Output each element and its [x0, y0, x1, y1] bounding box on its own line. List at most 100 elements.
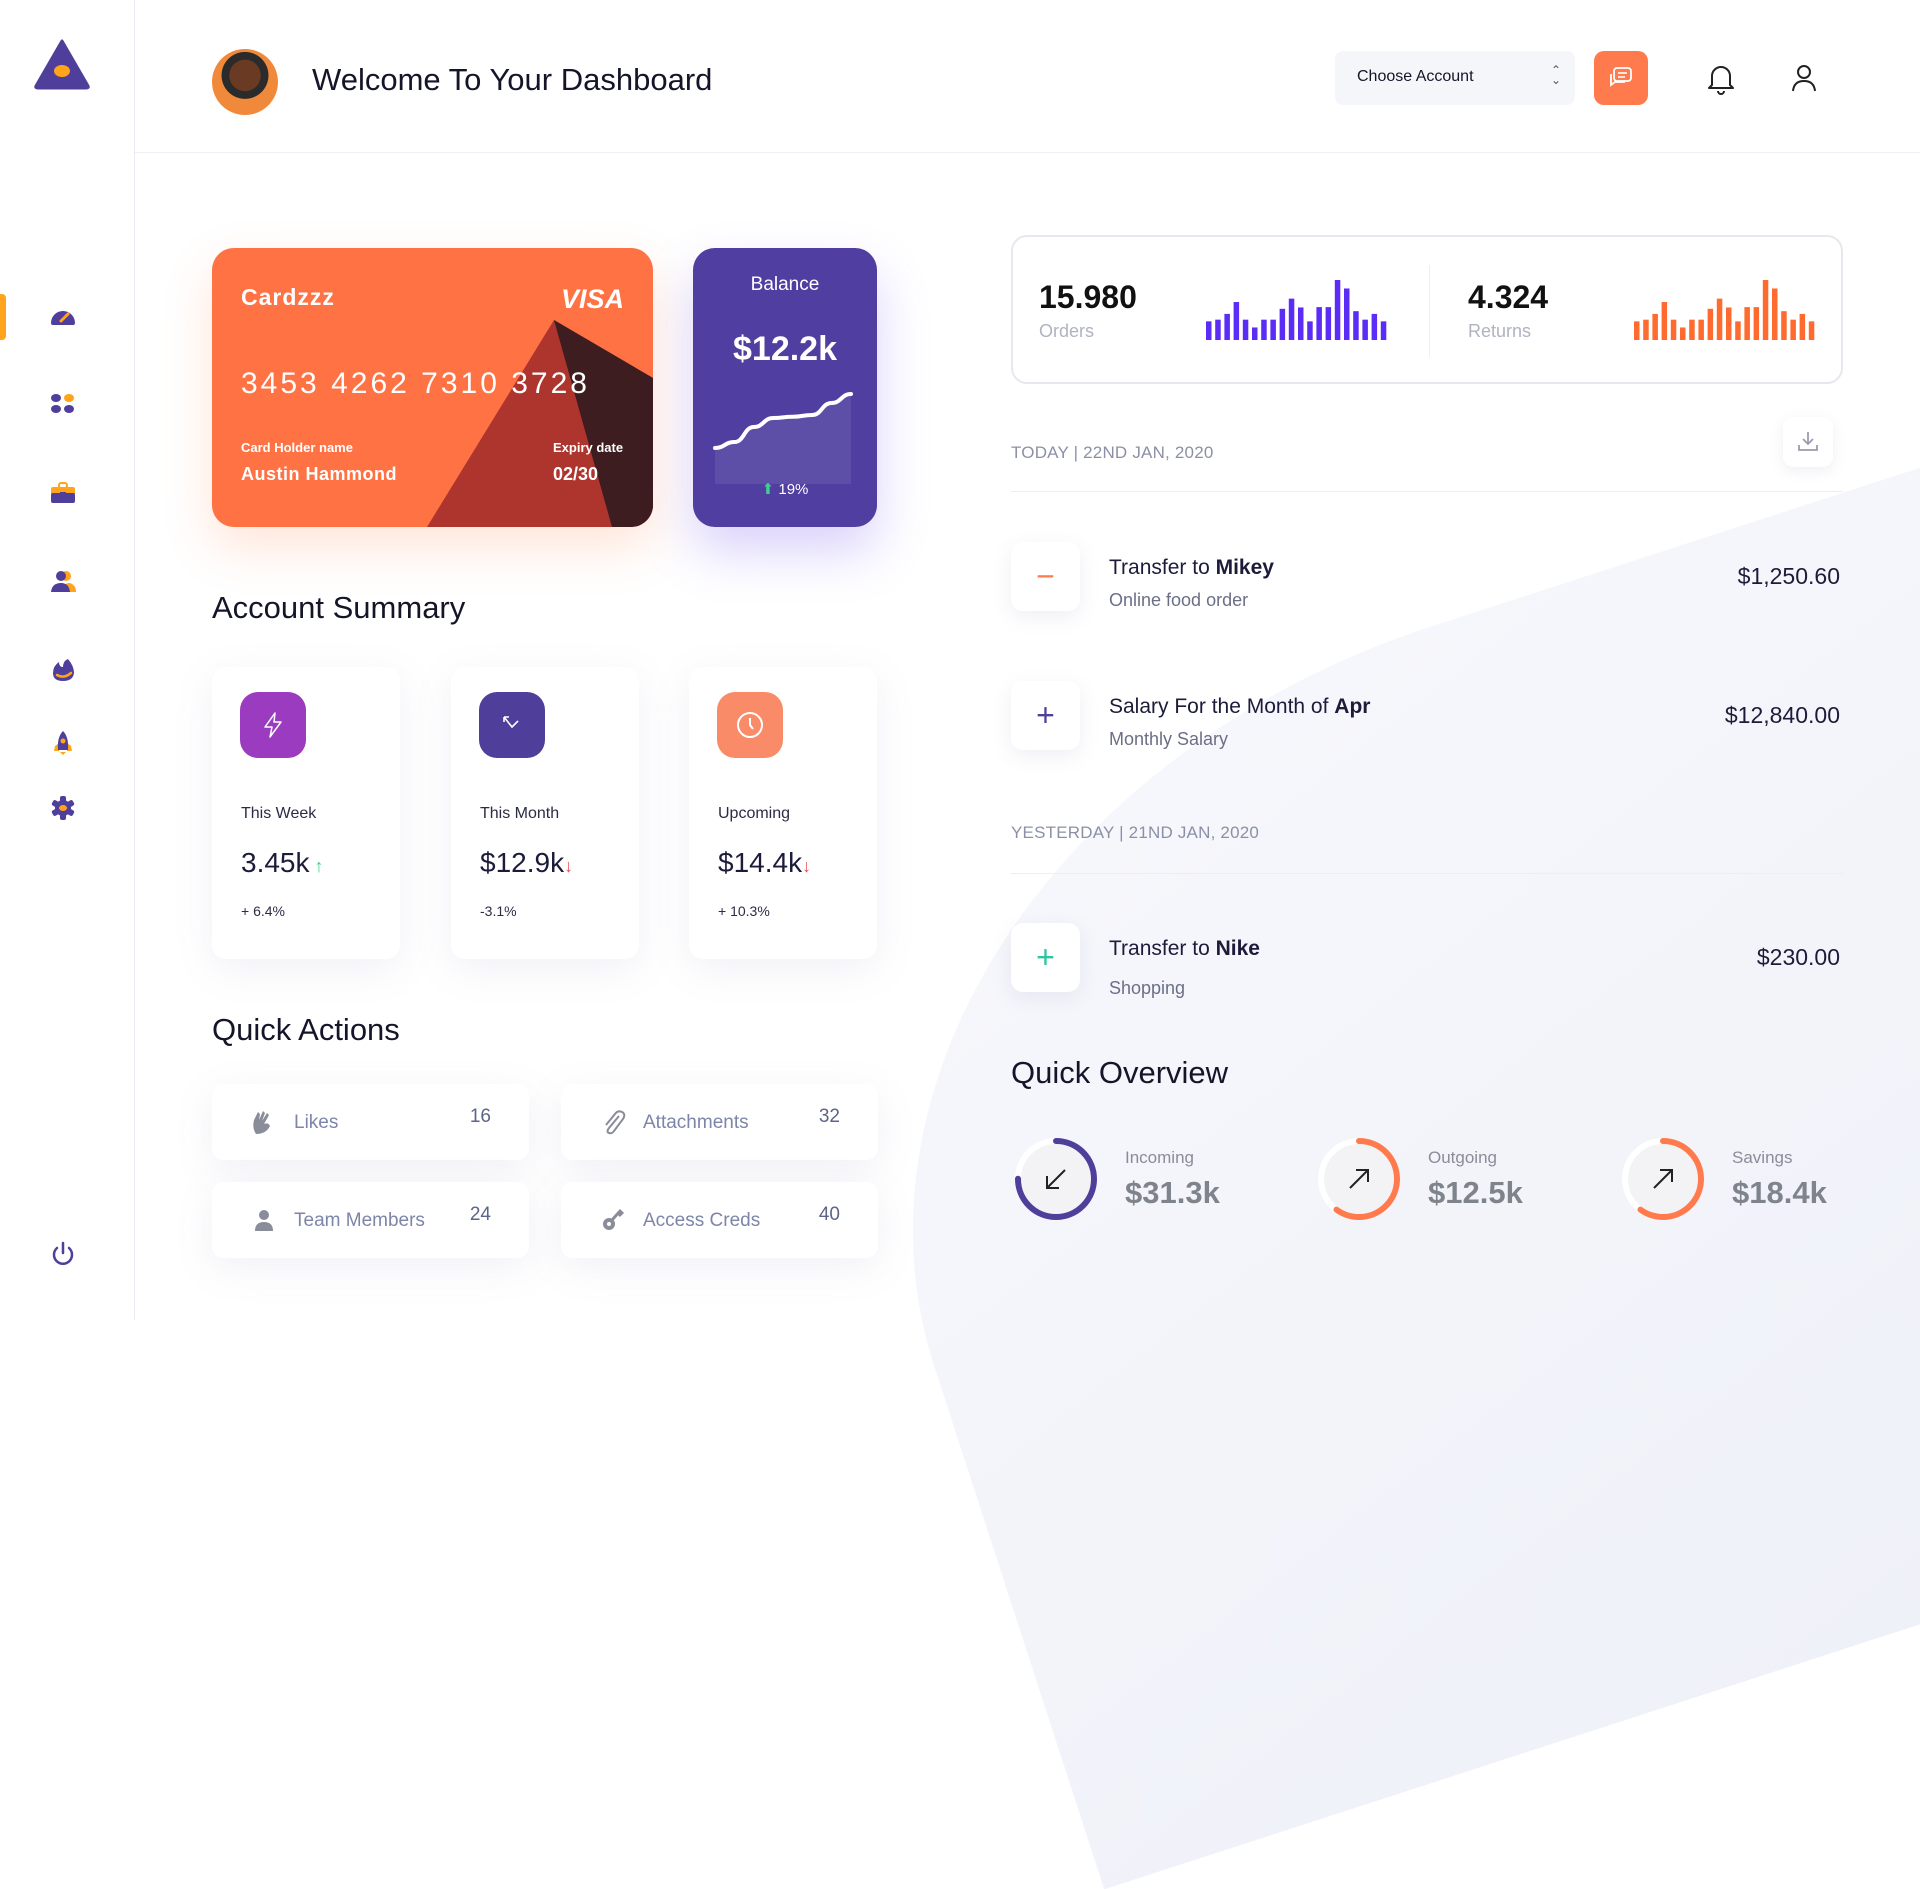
balance-trend-chart: [713, 392, 853, 484]
transaction-title[interactable]: Salary For the Month of Apr: [1109, 695, 1370, 719]
ring-progress: [1622, 1138, 1704, 1220]
orders-returns-panel: 15.980 Orders 4.324 Returns: [1011, 235, 1843, 384]
overview-label: Incoming: [1125, 1148, 1194, 1167]
transaction-amount: $230.00: [1756, 944, 1840, 970]
key-icon: [603, 1208, 625, 1230]
overview-ring-savings[interactable]: [1620, 1136, 1706, 1222]
card-brand: Cardzzz: [241, 284, 335, 310]
balance-value: $12.2k: [733, 330, 837, 368]
transaction-title[interactable]: Transfer to Mikey: [1109, 556, 1274, 580]
bar: [1753, 307, 1760, 340]
lightning-icon: [240, 692, 306, 758]
overview-ring-outgoing[interactable]: [1316, 1136, 1402, 1222]
bar: [1799, 313, 1806, 340]
avatar[interactable]: [212, 49, 278, 115]
bar: [1206, 321, 1212, 340]
messages-button[interactable]: [1594, 51, 1648, 105]
summary-card[interactable]: This Month $12.9k↓ -3.1%: [451, 667, 639, 959]
summary-value: $12.9k↓: [480, 847, 573, 879]
transaction-subtitle: Shopping: [1109, 978, 1186, 998]
bar: [1781, 311, 1787, 340]
overview-ring-incoming[interactable]: [1013, 1136, 1099, 1222]
gear-icon[interactable]: [50, 795, 76, 821]
transaction-recipient: Apr: [1334, 695, 1371, 718]
arrow-up-left-down-icon: [479, 692, 545, 758]
card-number: 3453 4262 7310 3728: [241, 367, 590, 400]
yesterday-label: YESTERDAY | 21ND JAN, 2020: [1011, 823, 1260, 842]
bar: [1772, 288, 1778, 340]
summary-card[interactable]: This Week 3.45k ↑ + 6.4%: [212, 667, 400, 959]
bar: [1707, 308, 1714, 340]
summary-card[interactable]: Upcoming $14.4k↓ + 10.3%: [689, 667, 877, 959]
summary-change: -3.1%: [480, 903, 517, 919]
trend-area: [715, 394, 851, 484]
trend-down-icon: ↓: [802, 856, 812, 876]
overview-value: $12.5k: [1428, 1175, 1523, 1210]
quick-action-attachments[interactable]: Attachments 32: [561, 1084, 878, 1160]
logo-icon[interactable]: [33, 38, 91, 90]
bar: [1270, 319, 1276, 340]
bar: [1298, 307, 1304, 340]
speedometer-icon[interactable]: [50, 303, 76, 329]
transaction-amount: $1,250.60: [1737, 563, 1840, 589]
clap-hands-icon: [253, 1111, 270, 1134]
transaction-title[interactable]: Transfer to Nike: [1109, 937, 1260, 961]
summary-value: $14.4k↓: [718, 847, 811, 879]
divider: [1011, 873, 1843, 874]
quick-action-team-members[interactable]: Team Members 24: [212, 1182, 529, 1258]
returns-bar-chart: [1634, 280, 1815, 340]
user-icon[interactable]: [1790, 63, 1818, 93]
briefcase-icon[interactable]: [50, 480, 76, 506]
summary-label: This Month: [480, 805, 560, 822]
download-button[interactable]: [1783, 417, 1833, 467]
bar: [1353, 311, 1359, 340]
expiry-date: 02/30: [553, 464, 599, 484]
credit-card[interactable]: Cardzzz VISA 3453 4262 7310 3728 Card Ho…: [212, 248, 653, 527]
power-icon[interactable]: [50, 1241, 76, 1267]
users-icon[interactable]: [50, 569, 76, 595]
balance-card[interactable]: Balance $12.2k ⬆ 19%: [693, 248, 877, 527]
card-holder-name: Austin Hammond: [241, 464, 398, 484]
bar: [1726, 307, 1732, 340]
bar: [1362, 319, 1368, 340]
bar: [1790, 319, 1796, 340]
bar: [1808, 321, 1815, 340]
bar: [1288, 298, 1295, 340]
balance-change: ⬆ 19%: [693, 480, 877, 498]
quick-action-label: Team Members: [294, 1210, 425, 1231]
plus-icon[interactable]: +: [1011, 923, 1080, 992]
plus-icon[interactable]: +: [1011, 681, 1080, 750]
summary-value-text: 3.45k: [241, 847, 310, 878]
bell-icon[interactable]: [1706, 63, 1736, 95]
quick-action-count: 40: [818, 1204, 840, 1225]
page-title: Welcome To Your Dashboard: [312, 62, 713, 97]
rocket-icon[interactable]: [50, 730, 76, 756]
quick-action-access-creds[interactable]: Access Creds 40: [561, 1182, 878, 1258]
summary-value-text: $14.4k: [718, 847, 803, 878]
fire-icon[interactable]: [50, 657, 76, 683]
choose-account-select[interactable]: Choose Account ⌃ ⌄: [1335, 51, 1575, 105]
bar: [1689, 319, 1695, 340]
ring-progress: [1318, 1138, 1400, 1220]
bar: [1224, 313, 1230, 340]
quick-action-label: Access Creds: [643, 1210, 761, 1231]
person-icon: [255, 1210, 273, 1231]
transaction-sign: −: [1036, 558, 1055, 594]
orders-value: 15.980: [1039, 279, 1137, 315]
bar: [1252, 327, 1258, 340]
bar: [1380, 321, 1387, 340]
bar: [1744, 307, 1750, 340]
transaction-recipient: Nike: [1215, 937, 1260, 960]
clock-icon: [717, 692, 783, 758]
arrow-up-icon: ⬆: [761, 481, 775, 498]
transaction-subtitle: Monthly Salary: [1109, 729, 1229, 749]
quick-action-likes[interactable]: Likes 16: [212, 1084, 529, 1160]
bar: [1643, 319, 1649, 340]
overview-value: $18.4k: [1732, 1175, 1827, 1210]
minus-icon[interactable]: −: [1011, 542, 1080, 611]
apps-grid-icon[interactable]: [50, 391, 76, 417]
quick-action-label: Likes: [294, 1112, 339, 1133]
trend-line: [713, 392, 853, 450]
account-summary-title: Account Summary: [212, 590, 466, 625]
bar: [1716, 298, 1723, 340]
